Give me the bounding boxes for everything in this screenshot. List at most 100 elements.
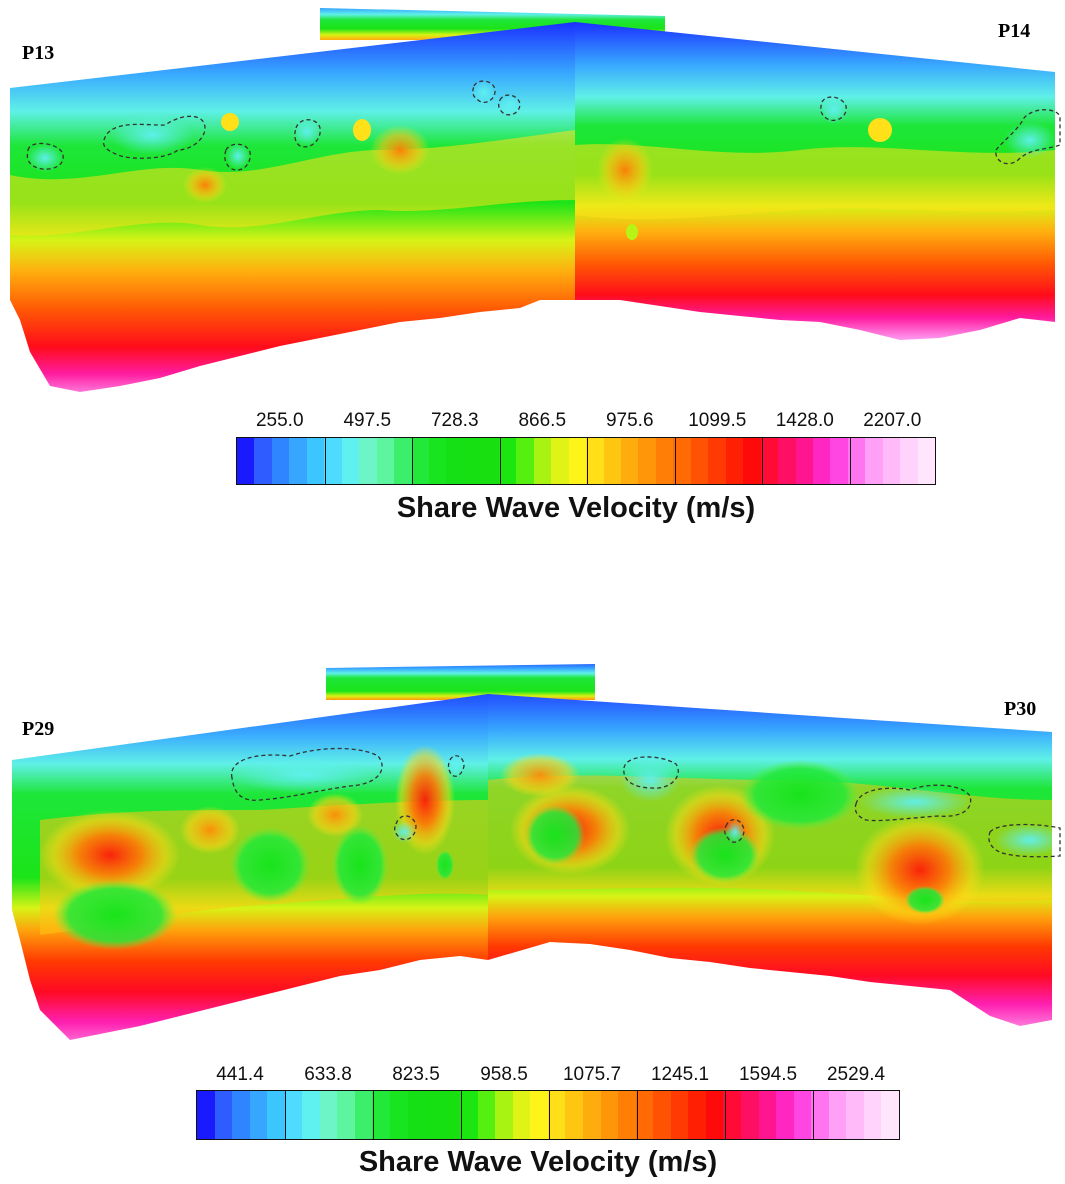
colorbar-divider [813,1091,814,1139]
colorbar-swatch [411,438,429,484]
colorbar-swatch [618,1091,636,1139]
colorbar-swatch [354,1091,373,1139]
colorbar-divider [412,438,413,484]
colorbar-swatch [289,438,307,484]
colorbar-swatch [394,438,412,484]
colorbar-swatch [673,438,691,484]
colorbar-tick: 1099.5 [688,410,747,431]
top-velocity-figure: P13 P14 255.0 497.5 728.3 866.5 975.6 10… [0,0,1065,560]
colorbar-tick: 958.5 [480,1064,528,1085]
colorbar-divider [499,438,501,484]
colorbar-swatch [442,1091,461,1139]
colorbar-tick: 975.6 [605,410,654,431]
colorbar-swatch [337,1091,355,1139]
colorbar-tick: 633.8 [304,1064,352,1085]
colorbar-swatch [232,1091,250,1139]
colorbar-swatch [743,438,761,484]
colorbar-swatch [481,438,499,484]
colorbar-swatch [758,1091,777,1139]
colorbar-swatch [882,438,901,484]
colorbar-swatch [214,1091,233,1139]
colorbar-swatch [324,438,342,484]
colorbar-swatch [428,438,447,484]
colorbar-title: Share Wave Velocity (m/s) [358,1146,718,1178]
colorbar-swatch [620,438,639,484]
colorbar-swatch [284,1091,303,1139]
colorbar-swatch [306,438,325,484]
colorbar-tick: 866.5 [518,410,567,431]
colorbar-swatch [638,438,656,484]
colorbar-swatch [302,1091,320,1139]
colorbar-swatch [760,438,779,484]
colorbar-tick: 1428.0 [775,410,834,431]
colorbar-swatch [197,1091,215,1139]
colorbar [236,437,936,485]
section-label-right: P30 [1004,698,1037,720]
colorbar-divider [285,1091,286,1139]
colorbar-swatch [477,1091,496,1139]
colorbar-swatch [670,1091,689,1139]
colorbar-swatch [568,438,587,484]
colorbar-divider [674,438,676,484]
colorbar-swatch [881,1091,899,1139]
colorbar-swatch [460,1091,478,1139]
colorbar-tick: 255.0 [255,410,304,431]
colorbar-swatch [828,1091,847,1139]
colorbar-swatch [498,438,517,484]
colorbar-divider [461,1091,462,1139]
colorbar-swatch [516,438,534,484]
colorbar-divider [762,438,763,484]
colorbar-swatch [847,438,866,484]
colorbar-swatch [463,438,482,484]
colorbar-tick: 1075.7 [562,1064,622,1085]
colorbar-swatch [319,1091,338,1139]
colorbar-swatch [635,1091,654,1139]
colorbar-swatch [425,1091,443,1139]
colorbar-swatch [900,438,918,484]
colorbar-swatch [586,438,604,484]
colorbar-tick: 497.5 [343,410,392,431]
colorbar-swatch [723,1091,741,1139]
colorbar-swatch [653,1091,671,1139]
bottom-velocity-figure: P29 P30 441.4 633.8 823.5 958.5 1075.7 1… [0,660,1065,1184]
colorbar-swatch [917,438,936,484]
colorbar-tick: 1594.5 [738,1064,798,1085]
colorbar-swatch [688,1091,706,1139]
colorbar-tick-labels: 255.0 497.5 728.3 866.5 975.6 1099.5 142… [0,410,1065,432]
colorbar-swatch [830,438,848,484]
colorbar-tick: 1245.1 [650,1064,710,1085]
colorbar-swatch [267,1091,285,1139]
section-label-left: P13 [22,42,55,64]
colorbar-swatch [778,438,796,484]
colorbar-divider [637,1091,638,1139]
colorbar-tick-labels: 441.4 633.8 823.5 958.5 1075.7 1245.1 15… [0,1064,1065,1086]
colorbar-swatch [811,1091,829,1139]
colorbar-swatch [390,1091,408,1139]
colorbar-divider [849,438,851,484]
colorbar-swatch [740,1091,759,1139]
colorbar-swatch [446,438,464,484]
colorbar-tick: 2207.0 [863,410,922,431]
colorbar-swatch [865,438,883,484]
colorbar-swatch [372,1091,391,1139]
colorbar-divider [324,438,326,484]
colorbar-tick: 2529.4 [826,1064,886,1085]
colorbar-swatch [793,1091,812,1139]
colorbar-divider [725,1091,726,1139]
colorbar-swatch [795,438,813,484]
colorbar-swatch [237,438,255,484]
colorbar-swatch [359,438,377,484]
colorbar-swatch [533,438,552,484]
colorbar-title: Share Wave Velocity (m/s) [396,492,756,524]
colorbar-swatch [655,438,674,484]
section-label-right: P14 [998,20,1031,42]
colorbar-swatch [863,1091,882,1139]
top-section-image [10,8,1061,392]
colorbar-swatch [547,1091,566,1139]
colorbar [196,1090,900,1140]
colorbar-tick: 441.4 [216,1064,264,1085]
colorbar-swatch [407,1091,426,1139]
colorbar-swatch [495,1091,513,1139]
colorbar-swatch [776,1091,794,1139]
colorbar-divider [587,438,588,484]
